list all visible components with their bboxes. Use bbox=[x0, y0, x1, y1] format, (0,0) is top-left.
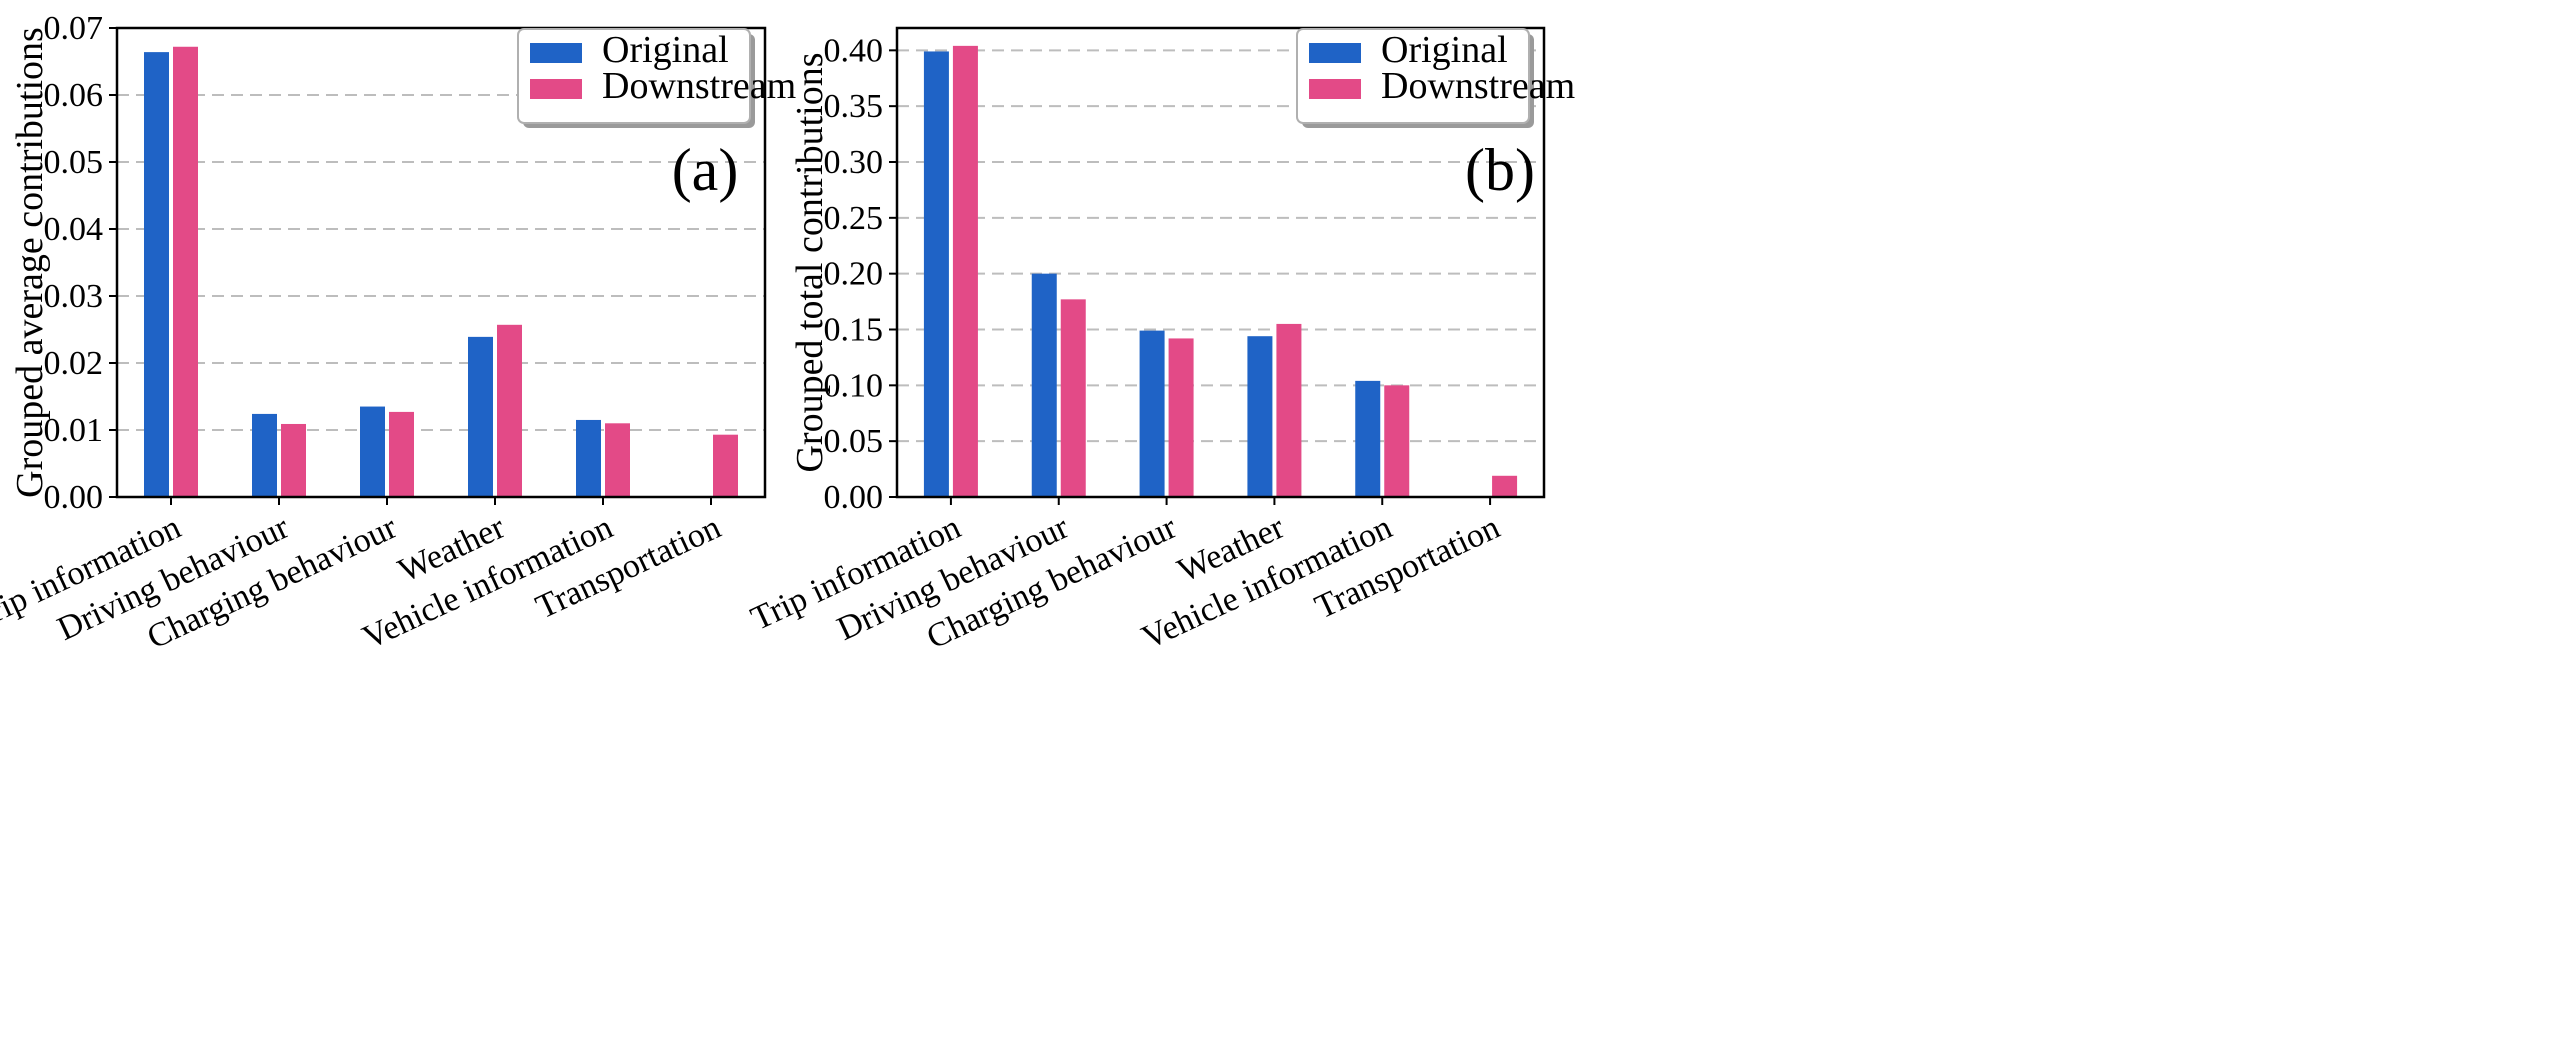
legend-swatch-original bbox=[1309, 43, 1361, 63]
y-tick-label: 0.04 bbox=[44, 211, 104, 248]
y-tick-label: 0.20 bbox=[824, 256, 884, 293]
bar-original-2 bbox=[1031, 273, 1057, 497]
bar-original-4 bbox=[468, 336, 493, 497]
legend-label-downstream: Downstream bbox=[602, 65, 796, 107]
bar-original-3 bbox=[1139, 330, 1165, 497]
y-tick-label: 0.00 bbox=[824, 479, 884, 516]
legend-swatch-downstream bbox=[1309, 79, 1361, 99]
bar-original-5 bbox=[576, 419, 601, 497]
bar-original-1 bbox=[923, 51, 949, 497]
legend-swatch-downstream bbox=[530, 79, 582, 99]
legend-label-original: Original bbox=[1381, 29, 1508, 71]
bar-downstream-5 bbox=[605, 423, 630, 497]
bar-original-3 bbox=[360, 406, 385, 497]
bar-downstream-6 bbox=[713, 434, 738, 497]
plot-frame bbox=[115, 26, 767, 499]
y-tick-label: 0.05 bbox=[824, 423, 884, 460]
bar-original-5 bbox=[1355, 380, 1381, 497]
y-tick-label: 0.05 bbox=[44, 144, 104, 181]
bar-downstream-2 bbox=[1060, 299, 1086, 497]
y-tick-label: 0.15 bbox=[824, 312, 884, 349]
bar-downstream-4 bbox=[1276, 323, 1302, 497]
bar-downstream-4 bbox=[497, 324, 522, 497]
y-tick-label: 0.35 bbox=[824, 88, 884, 125]
bar-downstream-1 bbox=[173, 46, 198, 497]
y-tick-label: 0.02 bbox=[44, 345, 104, 382]
y-tick-label: 0.25 bbox=[824, 200, 884, 237]
y-tick-label: 0.06 bbox=[44, 77, 104, 114]
bar-downstream-3 bbox=[389, 411, 414, 497]
plot-frame bbox=[895, 26, 1546, 499]
bar-downstream-3 bbox=[1168, 338, 1194, 497]
y-axis-title: Grouped total contributions bbox=[789, 52, 831, 472]
y-tick-label: 0.01 bbox=[44, 412, 104, 449]
panel-label: (a) bbox=[672, 137, 739, 203]
y-tick-label: 0.00 bbox=[44, 479, 104, 516]
panel-label: (b) bbox=[1465, 137, 1535, 203]
bar-downstream-1 bbox=[952, 45, 978, 497]
bar-downstream-6 bbox=[1492, 475, 1518, 497]
y-tick-label: 0.10 bbox=[824, 367, 884, 404]
y-tick-label: 0.30 bbox=[824, 144, 884, 181]
bar-downstream-5 bbox=[1384, 385, 1410, 497]
y-tick-label: 0.40 bbox=[824, 32, 884, 69]
y-axis-title: Grouped average contributions bbox=[9, 27, 51, 498]
bar-original-4 bbox=[1247, 336, 1273, 497]
y-tick-label: 0.07 bbox=[44, 10, 104, 47]
bar-downstream-2 bbox=[281, 423, 306, 497]
bar-original-1 bbox=[144, 52, 169, 498]
chart-panel-b: 0.000.050.100.150.200.250.300.350.40Trip… bbox=[745, 26, 1575, 657]
y-tick-label: 0.03 bbox=[44, 278, 104, 315]
legend-label-downstream: Downstream bbox=[1381, 65, 1575, 107]
legend-swatch-original bbox=[530, 43, 582, 63]
bar-original-2 bbox=[252, 413, 277, 497]
legend-label-original: Original bbox=[602, 29, 729, 71]
